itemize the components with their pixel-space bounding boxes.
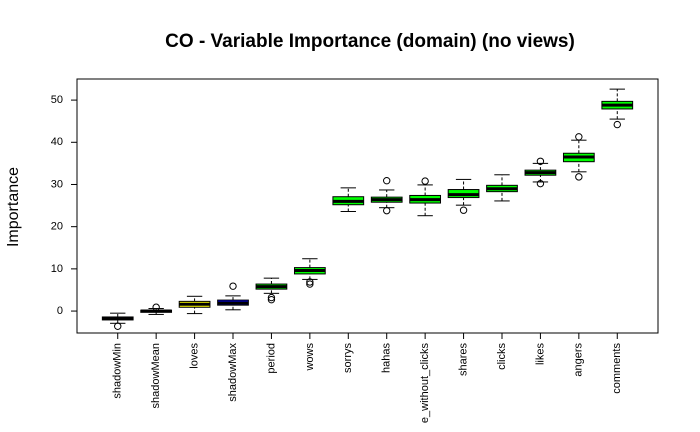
x-tick-label: shadowMax [227,343,239,402]
outlier [575,173,583,181]
x-tick-label: likes [534,343,546,366]
x-tick-label: clicks [496,343,508,370]
outlier [383,206,391,215]
chart-title: CO - Variable Importance (domain) (no vi… [165,31,575,52]
outlier [459,206,468,214]
outlier [613,120,621,129]
y-axis-label: Importance [5,167,22,247]
x-tick-label: e_without_clicks [419,343,431,424]
y-tick-label: 0 [57,305,63,317]
x-tick-label: loves [188,343,200,369]
x-tick-label: angers [573,343,585,377]
y-tick-label: 10 [51,263,63,275]
y-tick-label: 20 [51,221,63,233]
y-tick-label: 40 [51,136,63,148]
outlier [152,303,160,311]
x-tick-label: period [265,343,277,374]
outlier [536,179,545,188]
x-tick-label: shares [457,343,469,377]
outlier [421,177,429,185]
outlier [267,295,276,304]
x-tick-label: shadowMin [112,343,124,399]
outlier [383,176,391,185]
plot-frame [76,78,659,334]
x-tick-label: comments [611,343,623,394]
x-tick-label: sorrys [342,343,354,373]
outlier [114,322,122,330]
y-tick-label: 30 [51,178,63,190]
x-tick-label: shadowMean [150,343,162,408]
outlier [306,280,314,288]
outlier [229,282,237,290]
outlier [575,133,583,141]
x-tick-label: wows [304,343,316,372]
x-tick-label: hahas [381,343,393,373]
y-tick-label: 50 [51,94,63,106]
outlier [536,157,545,165]
outlier [306,278,314,286]
outlier [267,293,276,302]
